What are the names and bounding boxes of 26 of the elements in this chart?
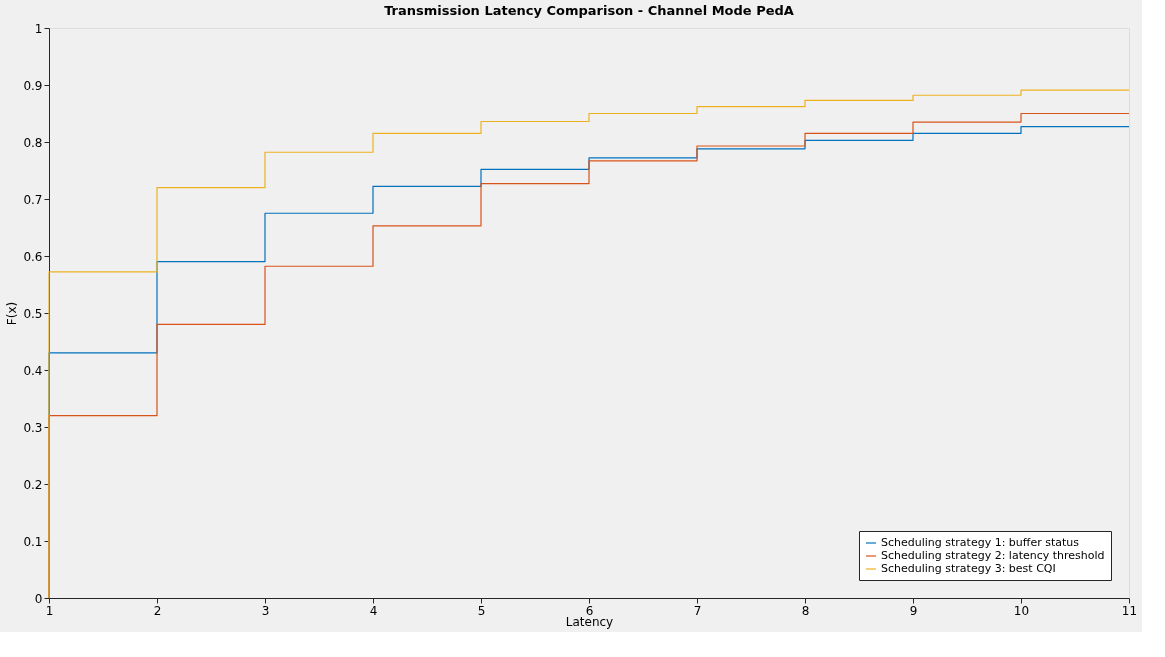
legend-label: Scheduling strategy 2: latency threshold [881,549,1105,562]
x-tick-label: 2 [153,603,162,618]
y-tick-label: 0.2 [23,477,43,492]
y-tick-label: 0.8 [23,135,43,150]
y-tick-label: 0.7 [23,192,43,207]
y-tick-label: 0.1 [23,534,43,549]
y-tick-label: 0.5 [23,306,43,321]
x-tick-label: 9 [909,603,918,618]
y-tick-label: 0.3 [23,420,43,435]
y-tick-label: 0 [34,591,43,606]
y-tick-label: 0.4 [23,363,43,378]
x-tick-label: 11 [1121,603,1138,618]
y-tick-label: 0.9 [23,78,43,93]
chart-title: Transmission Latency Comparison - Channel Mode PedA [384,3,794,18]
x-tick-label: 5 [477,603,486,618]
x-tick-label: 8 [801,603,810,618]
x-tick-label: 4 [369,603,378,618]
y-tick-label: 0.6 [23,249,43,264]
x-tick-label: 3 [261,603,270,618]
legend-label: Scheduling strategy 1: buffer status [881,536,1080,549]
x-tick-label: 7 [693,603,702,618]
y-tick-label: 1 [34,21,43,36]
y-axis-title: F(x) [5,301,20,326]
x-tick-label: 10 [1013,603,1030,618]
legend-label: Scheduling strategy 3: best CQI [881,562,1056,575]
x-tick-label: 1 [45,603,54,618]
